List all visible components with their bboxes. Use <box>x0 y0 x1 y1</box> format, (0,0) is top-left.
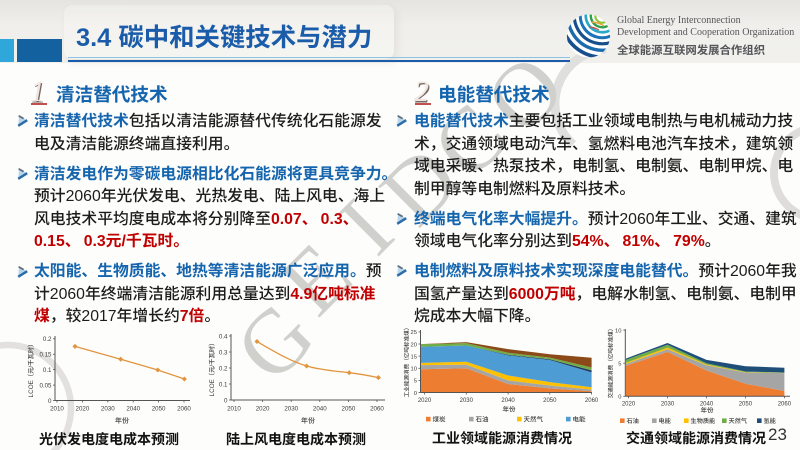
svg-text:0.1: 0.1 <box>43 367 52 374</box>
svg-text:5: 5 <box>414 379 417 385</box>
svg-text:0.2: 0.2 <box>219 365 228 372</box>
svg-text:电能: 电能 <box>573 415 587 423</box>
svg-text:2050: 2050 <box>342 406 356 413</box>
svg-text:5: 5 <box>618 362 621 368</box>
svg-text:0: 0 <box>48 398 52 405</box>
svg-text:年份: 年份 <box>301 417 315 425</box>
svg-text:煤炭: 煤炭 <box>433 415 447 423</box>
svg-text:2050: 2050 <box>152 406 166 413</box>
svg-text:0.15: 0.15 <box>39 352 52 359</box>
svg-text:0.05: 0.05 <box>39 382 52 389</box>
svg-text:2030: 2030 <box>101 406 115 413</box>
svg-text:2010: 2010 <box>50 406 64 413</box>
svg-text:2040: 2040 <box>313 406 327 413</box>
svg-text:石油: 石油 <box>476 415 490 423</box>
svg-text:氢能: 氢能 <box>764 417 776 425</box>
svg-text:石油: 石油 <box>627 417 639 425</box>
svg-text:天然气: 天然气 <box>729 417 748 425</box>
svg-text:2060: 2060 <box>177 406 191 413</box>
svg-text:0.3: 0.3 <box>219 349 228 356</box>
svg-text:2020: 2020 <box>76 406 90 413</box>
svg-text:2010: 2010 <box>227 406 241 413</box>
svg-text:天然气: 天然气 <box>524 415 544 423</box>
svg-text:年份: 年份 <box>115 417 129 425</box>
svg-text:年份: 年份 <box>503 406 517 414</box>
svg-text:10: 10 <box>411 367 417 373</box>
svg-text:2040: 2040 <box>126 406 140 413</box>
svg-text:15: 15 <box>411 354 417 360</box>
svg-text:0: 0 <box>224 397 228 404</box>
svg-text:0.2: 0.2 <box>43 336 52 343</box>
svg-text:25: 25 <box>411 330 417 336</box>
svg-text:0: 0 <box>414 391 417 397</box>
svg-text:2050: 2050 <box>739 402 753 408</box>
svg-text:2040: 2040 <box>700 402 714 408</box>
svg-text:2060: 2060 <box>370 406 384 413</box>
svg-text:10: 10 <box>615 328 621 334</box>
svg-text:0.1: 0.1 <box>219 381 228 388</box>
svg-text:2050: 2050 <box>543 398 557 404</box>
svg-text:电能: 电能 <box>659 417 671 425</box>
svg-text:2020: 2020 <box>256 406 270 413</box>
svg-text:0.4: 0.4 <box>219 333 228 340</box>
svg-text:2030: 2030 <box>460 398 474 404</box>
svg-text:交通能源消费（亿吨标准煤）: 交通能源消费（亿吨标准煤） <box>608 326 615 399</box>
svg-text:20: 20 <box>411 342 417 348</box>
svg-text:0: 0 <box>618 395 621 401</box>
svg-text:LCOE（元/千瓦时）: LCOE（元/千瓦时） <box>27 341 35 398</box>
svg-text:2040: 2040 <box>501 398 515 404</box>
svg-text:LCOE（元/千瓦时）: LCOE（元/千瓦时） <box>208 340 216 397</box>
svg-text:2020: 2020 <box>622 402 636 408</box>
svg-text:2060: 2060 <box>585 398 599 404</box>
svg-text:生物质能: 生物质能 <box>691 417 716 425</box>
svg-text:工业能源消费（亿吨标准煤）: 工业能源消费（亿吨标准煤） <box>404 325 411 398</box>
svg-text:2060: 2060 <box>778 402 792 408</box>
svg-text:2030: 2030 <box>661 402 675 408</box>
svg-text:年份: 年份 <box>701 407 715 415</box>
svg-text:2020: 2020 <box>418 398 432 404</box>
svg-text:2030: 2030 <box>284 406 298 413</box>
